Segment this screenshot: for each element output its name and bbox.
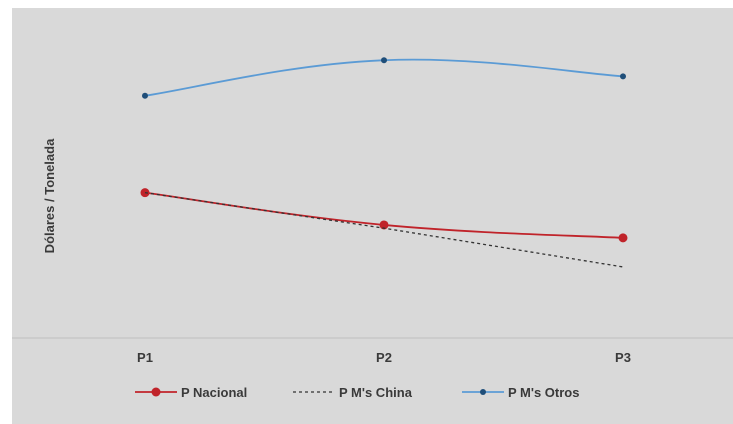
legend-item: P Nacional — [135, 385, 247, 400]
data-point — [379, 220, 389, 230]
legend-item: P M's China — [293, 385, 413, 400]
x-tick-label: P3 — [615, 350, 631, 365]
legend-item: P M's Otros — [462, 385, 579, 400]
legend-marker — [480, 389, 486, 395]
legend-label: P M's Otros — [508, 385, 579, 400]
data-point — [620, 73, 626, 80]
series-line-2 — [144, 192, 624, 268]
legend: P Nacional P M's China P M's Otros — [135, 385, 579, 400]
x-axis: P1 P2 P3 — [12, 337, 733, 365]
series-line-1 — [144, 191, 624, 239]
data-point — [381, 57, 387, 64]
legend-label: P Nacional — [181, 385, 247, 400]
x-tick-label: P2 — [376, 350, 392, 365]
data-point — [142, 92, 148, 99]
data-point — [618, 233, 628, 243]
series-line-3 — [144, 58, 624, 97]
chart-area — [12, 8, 733, 424]
plot-area — [140, 57, 628, 268]
legend-marker — [151, 387, 161, 397]
x-tick-label: P1 — [137, 350, 153, 365]
y-axis-title: Dólares / Tonelada — [42, 138, 57, 253]
legend-label: P M's China — [339, 385, 413, 400]
